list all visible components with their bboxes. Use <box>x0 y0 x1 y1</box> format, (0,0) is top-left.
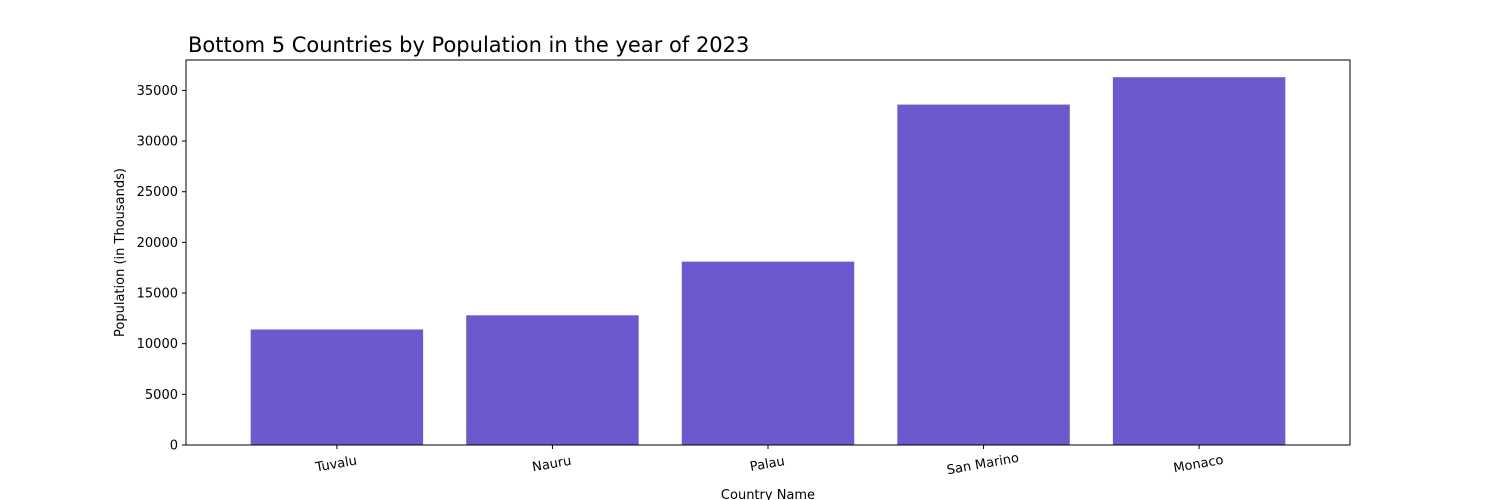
x-tick-label: Palau <box>749 454 786 475</box>
y-tick-label: 0 <box>170 439 178 454</box>
chart-title: Bottom 5 Countries by Population in the … <box>188 33 749 57</box>
y-tick-label: 35000 <box>137 84 178 99</box>
x-axis: Tuvalu Nauru Palau San Marino Monaco <box>313 445 1225 478</box>
x-tick-label: Monaco <box>1172 453 1224 477</box>
y-tick-label: 5000 <box>145 388 178 403</box>
x-tick-label: Nauru <box>531 454 573 476</box>
bar-tuvalu <box>250 329 424 445</box>
bar-san-marino <box>897 104 1070 445</box>
y-tick-label: 10000 <box>137 337 178 352</box>
plot-frame <box>185 59 1351 446</box>
bars-group <box>250 77 1286 445</box>
x-tick-label: Tuvalu <box>313 454 358 476</box>
y-axis-label: Population (in Thousands) <box>113 168 128 337</box>
x-tick-label: San Marino <box>946 451 1020 478</box>
bar-palau <box>681 261 855 445</box>
x-axis-label: Country Name <box>721 488 815 500</box>
bar-monaco <box>1112 77 1286 445</box>
y-tick-label: 30000 <box>137 135 178 150</box>
y-tick-label: 15000 <box>137 287 178 302</box>
y-tick-label: 25000 <box>137 185 178 200</box>
y-axis: 0 5000 10000 15000 20000 25000 30000 35000 <box>137 84 186 454</box>
bar-nauru <box>466 315 639 445</box>
y-tick-label: 20000 <box>137 236 178 251</box>
